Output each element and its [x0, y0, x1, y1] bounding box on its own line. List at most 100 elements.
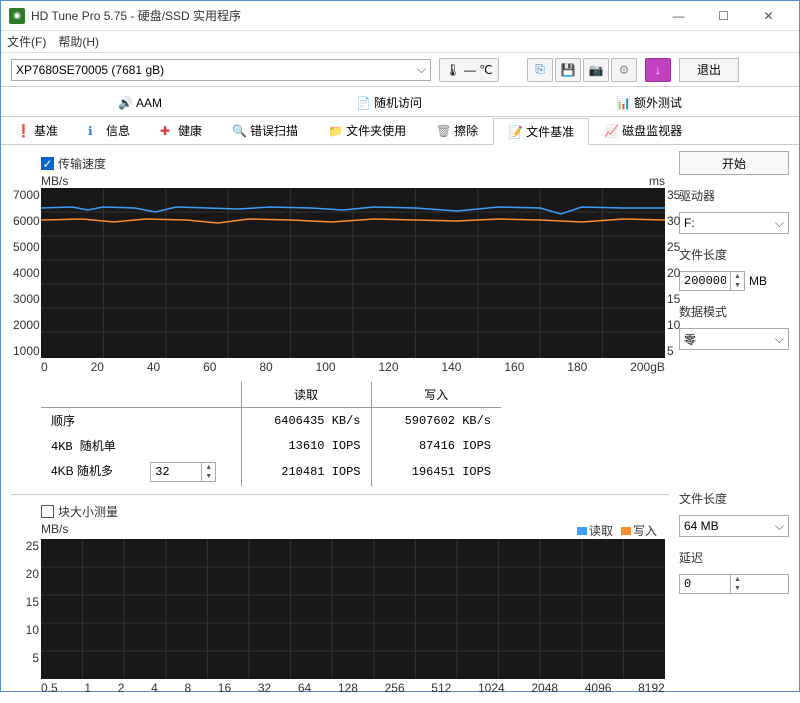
chart-transferrate: 7000600050004000300020001000 35302520151…: [41, 188, 665, 358]
threads-input[interactable]: [151, 465, 201, 479]
tabrow-top: 🔊AAM 📄随机访问 📊额外测试: [1, 87, 799, 117]
speaker-icon: 🔊: [118, 96, 132, 110]
tabrow-bottom: ❗基准 ℹ信息 ✚健康 🔍错误扫描 📁文件夹使用 🗑擦除 📝文件基准 📈磁盘监视…: [1, 117, 799, 145]
copy-icon: ⎘: [535, 62, 545, 77]
filelen-spinner[interactable]: ▲▼: [679, 271, 745, 291]
legend-read-swatch: [577, 527, 587, 535]
chevron-down-icon: ⌵: [417, 62, 426, 77]
tab-health[interactable]: ✚健康: [145, 117, 217, 144]
copy-button[interactable]: ⎘: [527, 58, 553, 82]
left-column: ✓ 传输速度 MB/s ms 7000600050004000300020001…: [11, 151, 669, 697]
results-table: 读取写入 顺序6406435 KB/s5907602 KB/s 4KB 随机单1…: [41, 382, 501, 486]
titlebar: ◉ HD Tune Pro 5.75 - 硬盘/SSD 实用程序 — ☐ ✕: [1, 1, 799, 31]
tab-monitor[interactable]: 📈磁盘监视器: [589, 117, 697, 144]
save-icon: 💾: [561, 63, 576, 77]
content: ✓ 传输速度 MB/s ms 7000600050004000300020001…: [1, 145, 799, 703]
tab-erase[interactable]: 🗑擦除: [421, 117, 493, 144]
toolbar: XP7680SE70005 (7681 gB) ⌵ 🌡 — ℃ ⎘ 💾 📷 ⚙ …: [1, 53, 799, 87]
spin-down-icon[interactable]: ▼: [730, 584, 744, 593]
gear-icon: ⚙: [619, 63, 630, 77]
filelen2-select[interactable]: 64 MB⌵: [679, 515, 789, 537]
tab-extra[interactable]: 📊额外测试: [601, 89, 697, 116]
monitor-icon: 📈: [604, 124, 618, 138]
drive-select[interactable]: XP7680SE70005 (7681 gB) ⌵: [11, 59, 431, 81]
legend-write-swatch: [621, 527, 631, 535]
blocksize-checkbox[interactable]: [41, 505, 54, 518]
extra-icon: 📊: [616, 96, 630, 110]
transferrate-label: 传输速度: [58, 155, 106, 172]
start-button[interactable]: 开始: [679, 151, 789, 175]
chart2-units: MB/s 读取 写入: [41, 522, 665, 539]
random-icon: 📄: [356, 96, 370, 110]
delay-input[interactable]: [680, 577, 730, 591]
folder-icon: 📁: [328, 124, 342, 138]
blocksize-checkbox-row: 块大小测量: [41, 503, 669, 520]
driver-select[interactable]: F:⌵: [679, 212, 789, 234]
filelen-input[interactable]: [680, 274, 730, 288]
tab-errorscan[interactable]: 🔍错误扫描: [217, 117, 313, 144]
driver-label: 驱动器: [679, 187, 789, 204]
save-button[interactable]: 💾: [555, 58, 581, 82]
spin-down-icon[interactable]: ▼: [730, 281, 744, 290]
menu-help[interactable]: 帮助(H): [58, 33, 99, 50]
window-title: HD Tune Pro 5.75 - 硬盘/SSD 实用程序: [31, 7, 656, 24]
close-button[interactable]: ✕: [746, 1, 791, 31]
settings-button[interactable]: ⚙: [611, 58, 637, 82]
chevron-down-icon: ⌵: [775, 216, 784, 231]
chart1-xaxis: 020406080100120140160180200gB: [41, 358, 665, 376]
drive-name: XP7680SE70005 (7681 gB): [16, 63, 164, 77]
blocksize-label: 块大小测量: [58, 503, 118, 520]
exit-button[interactable]: 退出: [679, 58, 739, 82]
tab-folder[interactable]: 📁文件夹使用: [313, 117, 421, 144]
search-icon: 🔍: [232, 124, 246, 138]
threads-spinner[interactable]: ▲▼: [150, 462, 216, 482]
temperature-button[interactable]: 🌡 — ℃: [439, 58, 499, 82]
transferrate-checkbox[interactable]: ✓: [41, 157, 54, 170]
screenshot-button[interactable]: 📷: [583, 58, 609, 82]
chart1-units: MB/s ms: [41, 174, 665, 188]
filelen-label: 文件长度: [679, 246, 789, 263]
maximize-button[interactable]: ☐: [701, 1, 746, 31]
down-arrow-icon: ↓: [655, 63, 661, 77]
spin-up-icon[interactable]: ▲: [730, 272, 744, 281]
minimize-button[interactable]: —: [656, 1, 701, 31]
filelen2-label: 文件长度: [679, 490, 789, 507]
benchmark-icon: ❗: [16, 124, 30, 138]
chart2-grid: [41, 539, 665, 679]
camera-icon: 📷: [589, 63, 604, 77]
tab-benchmark[interactable]: ❗基准: [1, 117, 73, 144]
chart2-yleft: 252015105: [13, 539, 39, 679]
chart1-yright: 3530252015105: [667, 188, 685, 358]
chevron-down-icon: ⌵: [775, 519, 784, 534]
chevron-down-icon: ⌵: [775, 332, 784, 347]
transferrate-checkbox-row: ✓ 传输速度: [41, 155, 669, 172]
mode-select[interactable]: 零⌵: [679, 328, 789, 350]
thermometer-icon: 🌡: [445, 63, 460, 77]
tab-random[interactable]: 📄随机访问: [341, 89, 437, 116]
delay-spinner[interactable]: ▲▼: [679, 574, 789, 594]
spin-down-icon[interactable]: ▼: [201, 472, 215, 481]
mode-label: 数据模式: [679, 303, 789, 320]
tab-info[interactable]: ℹ信息: [73, 117, 145, 144]
table-row: 4KB 随机多 ▲▼ 210481 IOPS196451 IOPS: [41, 458, 501, 486]
down-button[interactable]: ↓: [645, 58, 671, 82]
menu-file[interactable]: 文件(F): [7, 33, 46, 50]
filebench-icon: 📝: [508, 125, 522, 139]
app-icon: ◉: [9, 8, 25, 24]
table-row: 顺序6406435 KB/s5907602 KB/s: [41, 408, 501, 434]
erase-icon: 🗑: [436, 124, 450, 138]
chart2-legend: 读取 写入: [577, 522, 657, 539]
tab-filebench[interactable]: 📝文件基准: [493, 118, 589, 145]
chart1-lines: [41, 188, 665, 358]
info-icon: ℹ: [88, 124, 102, 138]
spin-up-icon[interactable]: ▲: [201, 463, 215, 472]
delay-label: 延迟: [679, 549, 789, 566]
health-icon: ✚: [160, 124, 174, 138]
table-row: 4KB 随机单13610 IOPS87416 IOPS: [41, 433, 501, 458]
menubar: 文件(F) 帮助(H): [1, 31, 799, 53]
chart1-yleft: 7000600050004000300020001000: [13, 188, 39, 358]
right-column: 开始 驱动器 F:⌵ 文件长度 ▲▼ MB 数据模式 零⌵ 文件长度 64 MB…: [679, 151, 789, 697]
spin-up-icon[interactable]: ▲: [730, 575, 744, 584]
tab-aam[interactable]: 🔊AAM: [103, 89, 177, 116]
chart-blocksize: 252015105: [41, 539, 665, 679]
